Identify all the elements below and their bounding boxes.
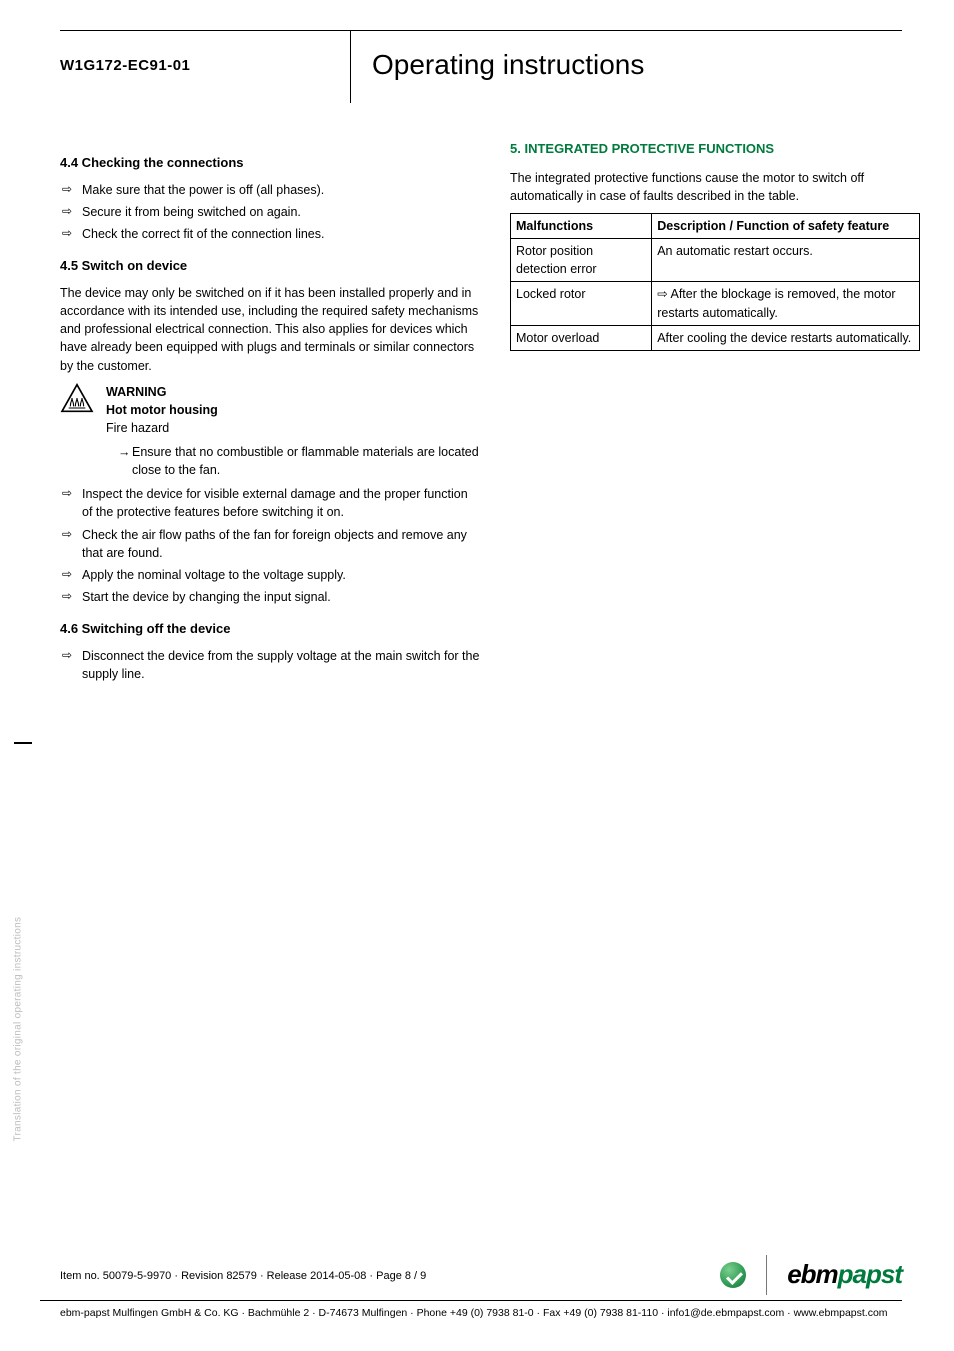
warning-label: WARNING (106, 383, 218, 401)
list-item: Make sure that the power is off (all pha… (60, 181, 480, 199)
footer-rule (40, 1300, 902, 1301)
table-cell: An automatic restart occurs. (652, 239, 920, 282)
paragraph-4-5-intro: The device may only be switched on if it… (60, 284, 480, 375)
ebmpapst-logo: ebmpapst (787, 1256, 902, 1294)
table-row: Rotor position detection error An automa… (511, 239, 920, 282)
heading-4-4: 4.4 Checking the connections (60, 154, 480, 173)
logo-divider (766, 1255, 767, 1295)
paragraph-5-intro: The integrated protective functions caus… (510, 169, 920, 205)
logo-part-papst: papst (838, 1259, 902, 1289)
table-row: Locked rotor ⇨ After the blockage is rem… (511, 282, 920, 325)
heading-4-5: 4.5 Switch on device (60, 257, 480, 276)
table-header: Malfunctions (511, 214, 652, 239)
page-header: W1G172-EC91-01 Operating instructions (60, 30, 902, 110)
model-number: W1G172-EC91-01 (60, 55, 190, 77)
warning-text: WARNING Hot motor housing Fire hazard (106, 383, 218, 437)
table-cell: ⇨ After the blockage is removed, the mot… (652, 282, 920, 325)
green-tech-icon (720, 1262, 746, 1288)
table-cell: Motor overload (511, 325, 652, 350)
logo-part-ebm: ebm (787, 1259, 837, 1289)
heading-4-6: 4.6 Switching off the device (60, 620, 480, 639)
warning-subtitle: Hot motor housing (106, 401, 218, 419)
list-item: Apply the nominal voltage to the voltage… (60, 566, 480, 584)
heading-5: 5. INTEGRATED PROTECTIVE FUNCTIONS (510, 140, 920, 159)
warning-action: Ensure that no combustible or flammable … (60, 443, 480, 479)
footer-company-info: ebm-papst Mulfingen GmbH & Co. KG · Bach… (60, 1306, 888, 1321)
list-4-4: Make sure that the power is off (all pha… (60, 181, 480, 243)
list-item: Inspect the device for visible external … (60, 485, 480, 521)
table-cell: After cooling the device restarts automa… (652, 325, 920, 350)
list-item: Check the air flow paths of the fan for … (60, 526, 480, 562)
warning-hot-surface-icon (60, 383, 94, 413)
logo-area: ebmpapst (720, 1255, 902, 1295)
fold-mark (14, 742, 32, 744)
malfunctions-table: Malfunctions Description / Function of s… (510, 213, 920, 351)
warning-body: Fire hazard (106, 419, 218, 437)
table-header: Description / Function of safety feature (652, 214, 920, 239)
list-item: Disconnect the device from the supply vo… (60, 647, 480, 683)
table-cell: Rotor position detection error (511, 239, 652, 282)
warning-block: WARNING Hot motor housing Fire hazard (60, 383, 480, 437)
list-item: Start the device by changing the input s… (60, 588, 480, 606)
left-column: 4.4 Checking the connections Make sure t… (60, 140, 480, 687)
list-4-5: Inspect the device for visible external … (60, 485, 480, 606)
footer-item-info: Item no. 50079-5-9970 · Revision 82579 ·… (60, 1269, 426, 1285)
list-4-6: Disconnect the device from the supply vo… (60, 647, 480, 683)
table-row: Motor overload After cooling the device … (511, 325, 920, 350)
list-item: Check the correct fit of the connection … (60, 225, 480, 243)
header-divider (350, 31, 351, 103)
table-cell: Locked rotor (511, 282, 652, 325)
side-note: Translation of the original operating in… (12, 916, 27, 1141)
right-column: 5. INTEGRATED PROTECTIVE FUNCTIONS The i… (510, 140, 920, 687)
list-item: Secure it from being switched on again. (60, 203, 480, 221)
document-title: Operating instructions (372, 45, 644, 86)
